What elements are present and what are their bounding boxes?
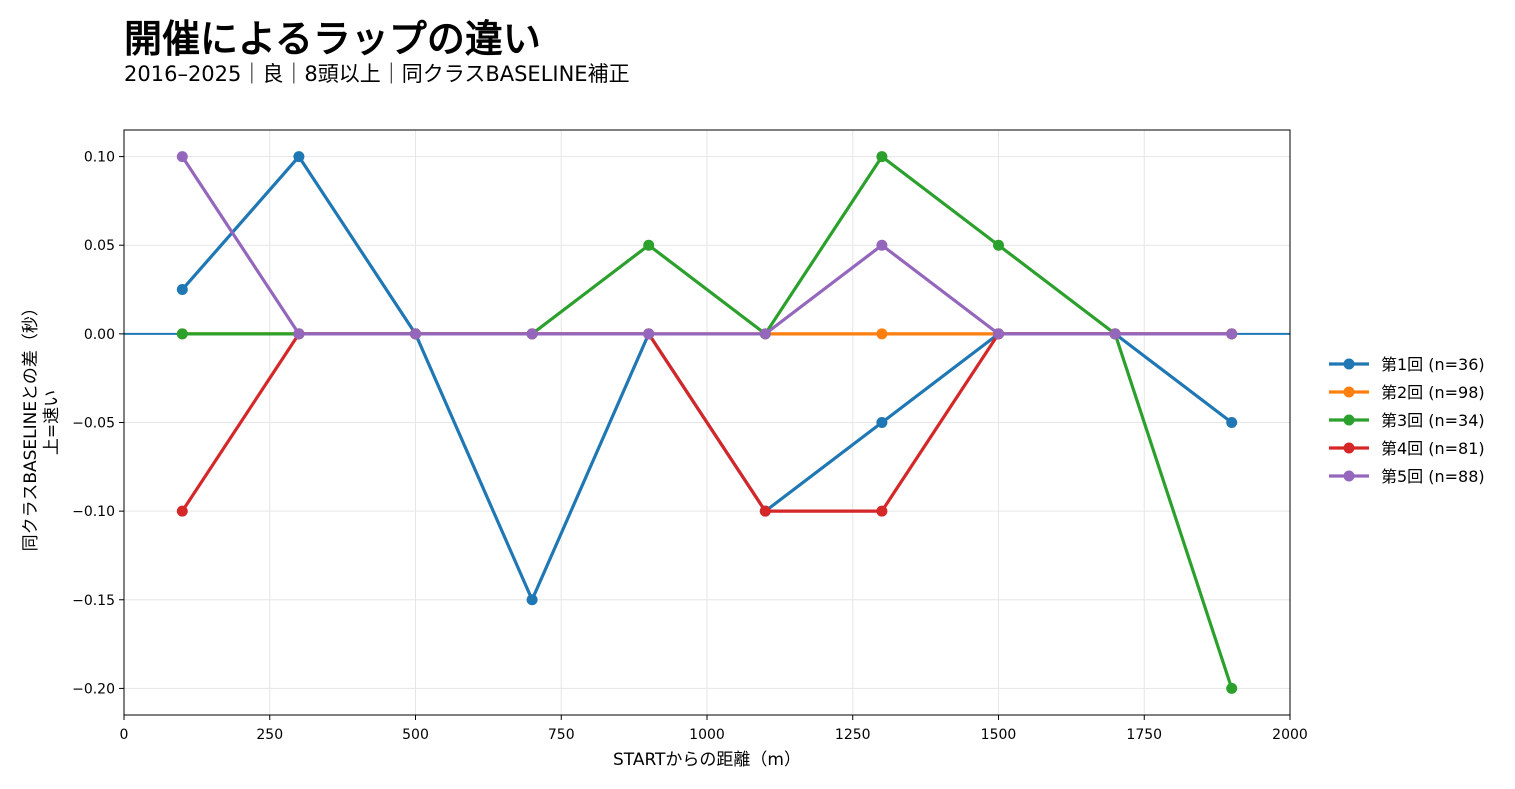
x-tick-label: 0: [120, 727, 129, 743]
data-point: [759, 328, 771, 340]
y-axis-label-line-1: 同クラスBASELINEとの差（秒）: [21, 299, 41, 551]
data-point: [643, 239, 655, 251]
legend-item: 第1回 (n=36): [1329, 355, 1485, 374]
y-axis-label-line-2: 上=速い: [42, 390, 62, 455]
chart-title: 開催によるラップの違い: [124, 17, 541, 61]
y-tick-label: 0.10: [84, 150, 115, 166]
data-point: [410, 328, 421, 340]
series-5: [176, 151, 1238, 340]
data-point: [293, 328, 305, 340]
legend-label: 第3回 (n=34): [1381, 411, 1485, 430]
x-tick-label: 2000: [1272, 727, 1308, 743]
legend-label: 第1回 (n=36): [1381, 355, 1485, 374]
series-layer: [176, 151, 1238, 694]
data-point: [759, 505, 771, 517]
legend-label: 第4回 (n=81): [1381, 439, 1485, 458]
chart-subtitle: 2016–2025｜良｜8頭以上｜同クラスBASELINE補正: [124, 62, 630, 86]
data-point: [993, 239, 1004, 251]
x-tick-label: 500: [402, 727, 429, 743]
data-point: [176, 328, 188, 340]
data-point: [876, 417, 888, 428]
y-tick-label: −0.05: [72, 416, 115, 432]
data-point: [526, 594, 538, 606]
x-tick-label: 1000: [689, 727, 725, 743]
legend-swatch-marker: [1343, 386, 1355, 398]
legend-swatch-marker: [1343, 470, 1355, 482]
data-point: [176, 151, 188, 163]
y-tick-label: −0.10: [72, 504, 115, 520]
x-tick-label: 1500: [981, 727, 1017, 743]
legend-item: 第3回 (n=34): [1329, 411, 1485, 430]
x-tick-label: 1250: [835, 727, 871, 743]
data-point: [1109, 328, 1121, 340]
legend-label: 第5回 (n=88): [1381, 467, 1485, 486]
data-point: [876, 505, 888, 517]
data-point: [293, 151, 305, 163]
series-line: [180, 155, 1232, 336]
legend-label: 第2回 (n=98): [1381, 383, 1485, 402]
legend-item: 第2回 (n=98): [1329, 383, 1485, 402]
legend-swatch-marker: [1343, 442, 1355, 454]
ticks-layer: 0 250 500 750 1000 1250 1500 1750 2000 0.10 0.05 0.…: [72, 150, 1308, 743]
y-axis-label: 同クラスBASELINEとの差（秒） 上=速い: [21, 294, 62, 552]
data-point: [1226, 328, 1238, 340]
legend-swatch-marker: [1343, 414, 1355, 426]
legend-item: 第5回 (n=88): [1329, 467, 1485, 486]
data-point: [1226, 682, 1238, 694]
data-point: [176, 284, 188, 296]
data-point: [876, 328, 888, 340]
x-tick-label: 750: [548, 727, 575, 743]
data-point: [176, 505, 188, 517]
x-tick-label: 250: [256, 727, 283, 743]
x-axis-label: STARTからの距離（m）: [613, 750, 801, 770]
data-point: [993, 328, 1004, 340]
y-tick-label: 0.05: [84, 238, 115, 254]
legend-swatch-marker: [1343, 358, 1355, 370]
data-point: [643, 328, 655, 340]
legend-item: 第4回 (n=81): [1329, 439, 1485, 458]
data-point: [526, 328, 538, 340]
legend: 第1回 (n=36) 第2回 (n=98) 第3回 (n=34) 第4回 (n=81)…: [1329, 355, 1485, 486]
x-tick-label: 1750: [1126, 727, 1162, 743]
y-tick-label: 0.00: [84, 327, 115, 343]
y-tick-label: −0.15: [72, 593, 115, 609]
y-tick-label: −0.20: [72, 681, 115, 697]
data-point: [876, 151, 888, 163]
data-point: [876, 239, 888, 251]
data-point: [1226, 417, 1238, 428]
